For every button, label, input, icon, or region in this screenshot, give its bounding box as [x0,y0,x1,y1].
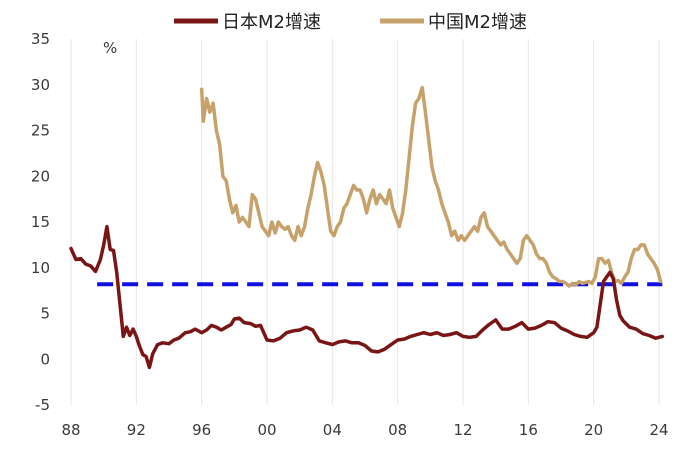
y-tick-label: 20 [31,167,50,185]
y-tick-label: 5 [40,305,50,323]
x-tick-label: 96 [192,421,211,439]
legend: 日本M2增速 中国M2增速 [174,12,527,33]
legend-label-japan: 日本M2增速 [222,12,321,33]
x-tick-label: 20 [584,421,603,439]
x-tick-label: 08 [388,421,407,439]
y-tick-label: 30 [31,76,50,94]
series-line-japan [69,224,665,370]
grid-lines [70,39,660,405]
y-tick-label: 15 [31,213,50,231]
x-axis: 88 92 96 00 04 08 12 16 20 24 [61,421,668,439]
y-tick-label: 0 [40,350,50,368]
y-axis-unit: % [103,39,117,57]
x-tick-label: 24 [649,421,668,439]
series-line-china [199,85,663,288]
series-layer [69,85,665,370]
y-tick-label: 25 [31,122,50,140]
x-tick-label: 12 [453,421,472,439]
y-tick-label: -5 [35,396,50,414]
x-tick-label: 16 [519,421,538,439]
legend-label-china: 中国M2增速 [428,12,527,33]
x-tick-label: 88 [61,421,80,439]
x-tick-label: 00 [257,421,276,439]
y-axis: 35 30 25 20 15 10 5 0 -5 [31,30,50,414]
y-tick-label: 35 [31,30,50,48]
y-tick-label: 10 [31,259,50,277]
x-tick-label: 04 [323,421,342,439]
x-tick-label: 92 [127,421,146,439]
